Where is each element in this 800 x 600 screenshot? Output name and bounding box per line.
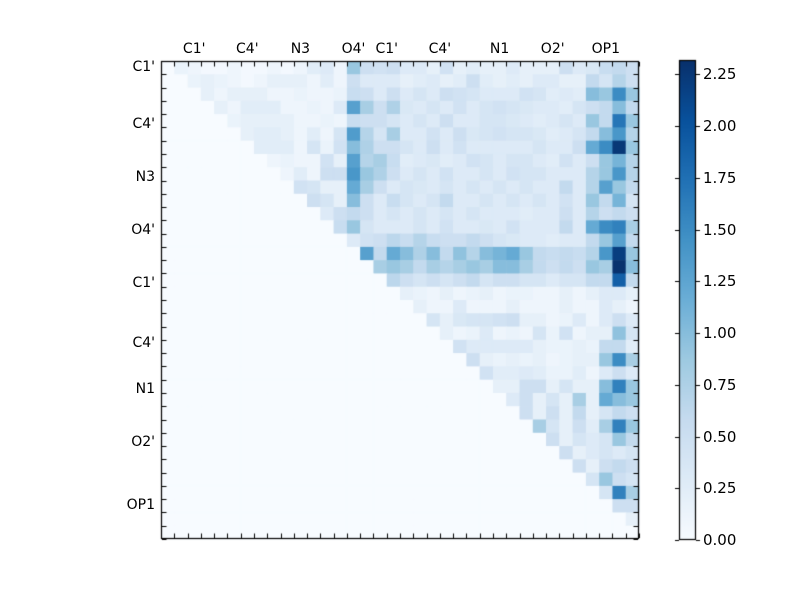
figure: C1' C4' N3 O4' C1' C4' N1 O2' OP1 C1' C4' N3 O4' C1' C…: [0, 0, 800, 600]
distance-heatmap-canvas: [0, 0, 800, 600]
